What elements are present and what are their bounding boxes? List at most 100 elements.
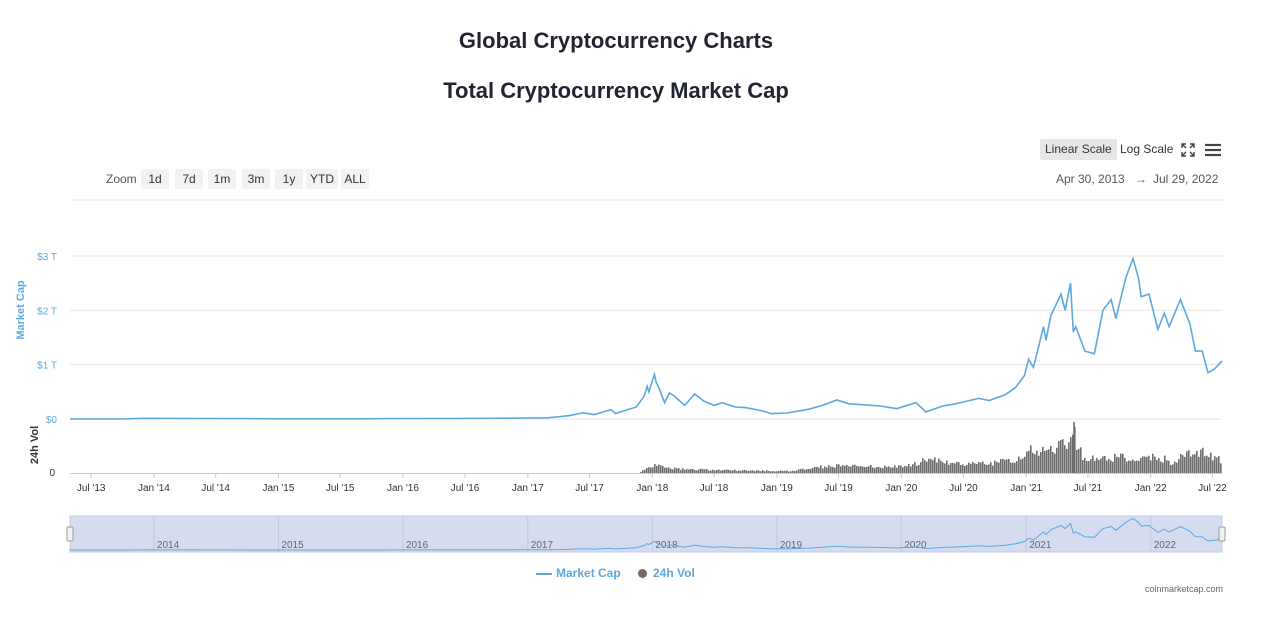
volume-bar (1174, 461, 1176, 473)
menu-icon[interactable] (1203, 140, 1223, 160)
volume-bar (782, 470, 784, 473)
volume-bar (1178, 459, 1180, 473)
volume-bar (912, 464, 914, 473)
volume-axis-title: 24h Vol (29, 426, 41, 464)
volume-bar (1030, 445, 1032, 473)
legend-item-market-cap[interactable]: Market Cap (536, 566, 621, 580)
volume-bar (798, 469, 800, 473)
legend-item-24h-vol[interactable]: 24h Vol (638, 566, 695, 580)
volume-bar (732, 470, 734, 473)
volume-bar (1172, 464, 1174, 473)
volume-bar (686, 469, 688, 473)
navigator-right-handle[interactable] (1218, 526, 1226, 542)
x-tick-label: Jan '20 (885, 483, 917, 494)
credit-link[interactable]: coinmarketcap.com (1144, 584, 1223, 594)
volume-bar (674, 467, 676, 473)
volume-bar (656, 465, 658, 473)
volume-bar (722, 470, 724, 473)
market-cap-series-line[interactable] (70, 256, 1223, 420)
volume-bar (956, 461, 958, 473)
volume-bar (702, 469, 704, 473)
navigator-year-label: 2014 (157, 540, 180, 551)
volume-bar (1146, 456, 1148, 473)
volume-bar (808, 468, 810, 473)
volume-bar (1088, 461, 1090, 473)
volume-bar (922, 458, 924, 473)
volume-bar (848, 466, 850, 473)
volume-bar (1064, 445, 1066, 473)
volume-bar (1176, 462, 1178, 473)
zoom-3m-button[interactable]: 3m (242, 169, 270, 189)
volume-bar (756, 470, 758, 473)
volume-bar (1110, 460, 1112, 473)
volume-bar (850, 466, 852, 473)
volume-bar (1152, 453, 1154, 473)
volume-bar (698, 469, 700, 473)
x-tick-label: Jul '17 (575, 483, 604, 494)
navigator-year-label: 2016 (406, 540, 429, 551)
volume-bar (874, 468, 876, 473)
volume-bar (972, 462, 974, 473)
volume-bar (1130, 460, 1132, 473)
zoom-ytd-button[interactable]: YTD (306, 169, 338, 189)
navigator-selection[interactable] (69, 515, 1223, 553)
volume-bar (976, 463, 978, 473)
volume-bar (806, 469, 808, 473)
log-scale-button[interactable]: Log Scale (1120, 142, 1174, 156)
volume-bar (1056, 447, 1058, 473)
volume-bar (826, 467, 828, 473)
fullscreen-icon[interactable] (1178, 140, 1198, 160)
volume-bar (1108, 458, 1110, 473)
volume-bar (1062, 439, 1064, 473)
navigator-left-handle[interactable] (66, 526, 74, 542)
zoom-all-button[interactable]: ALL (341, 169, 369, 189)
volume-bar (660, 465, 662, 473)
zoom-1m-button[interactable]: 1m (208, 169, 236, 189)
volume-bar (1050, 445, 1052, 473)
volume-bar (706, 469, 708, 473)
volume-bar (990, 462, 992, 473)
volume-bar (682, 468, 684, 473)
volume-bar (960, 465, 962, 473)
linear-scale-button[interactable]: Linear Scale (1040, 139, 1117, 160)
x-tick-label: Jul '21 (1074, 483, 1103, 494)
volume-bar (834, 467, 836, 473)
volume-bar (788, 471, 790, 473)
volume-bar (852, 464, 854, 473)
volume-bar (862, 466, 864, 473)
volume-bar (910, 466, 912, 473)
volume-bar (734, 469, 736, 473)
range-to[interactable]: Jul 29, 2022 (1153, 172, 1219, 186)
volume-bar (744, 469, 746, 473)
volume-bar (1120, 453, 1122, 473)
volume-bar (1170, 465, 1172, 473)
volume-bar (964, 465, 966, 473)
volume-bar (1190, 456, 1192, 473)
volume-bar (900, 465, 902, 473)
volume-bar (1206, 455, 1208, 473)
volume-bar (1072, 434, 1074, 473)
zoom-1d-button[interactable]: 1d (141, 169, 169, 189)
volume-bar (796, 470, 798, 473)
volume-bar (704, 469, 706, 473)
x-tick-label: Jan '18 (636, 483, 668, 494)
volume-bar (820, 465, 822, 473)
volume-bar (832, 466, 834, 473)
volume-bar (1132, 459, 1134, 473)
volume-bar (696, 470, 698, 473)
volume-bar (676, 468, 678, 473)
zoom-7d-button[interactable]: 7d (175, 169, 203, 189)
volume-bar (1078, 448, 1080, 473)
range-from[interactable]: Apr 30, 2013 (1056, 172, 1125, 186)
volume-bar (904, 465, 906, 473)
x-tick-label: Jul '20 (949, 483, 978, 494)
navigator-year-label: 2017 (531, 540, 554, 551)
y-tick-label: $0 (46, 415, 58, 426)
navigator[interactable]: 2014 2015 2016 2017 2018 2019 2020 2021 2022 (66, 515, 1226, 553)
volume-bar (654, 464, 656, 473)
x-tick-label: Jan '16 (387, 483, 419, 494)
legend-label-market-cap: Market Cap (556, 566, 621, 580)
zoom-1y-button[interactable]: 1y (275, 169, 303, 189)
volume-bar (776, 471, 778, 473)
